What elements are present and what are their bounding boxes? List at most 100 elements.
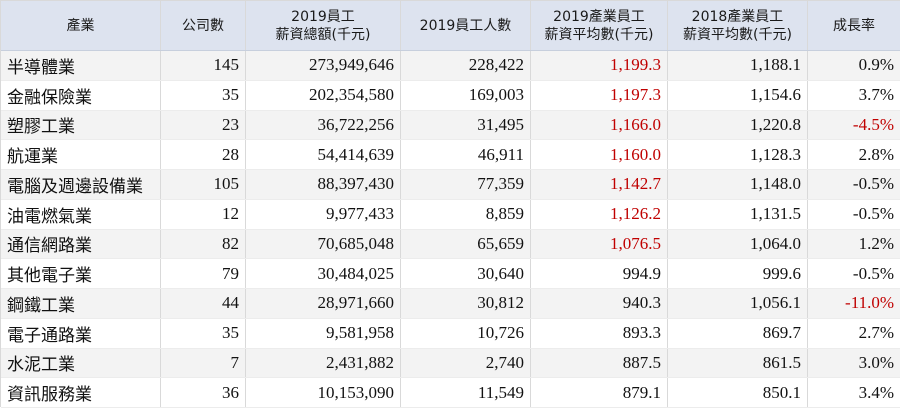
cell-avg-2019: 1,126.2 (531, 199, 668, 229)
cell-growth: -4.5% (808, 111, 900, 140)
header-avg-2018: 2018產業員工 薪資平均數(千元) (668, 1, 808, 50)
cell-avg-2019: 879.1 (531, 378, 668, 407)
cell-companies: 105 (161, 170, 246, 199)
table-row: 航運業 28 54,414,639 46,911 1,160.0 1,128.3 2.8% (1, 140, 900, 170)
cell-growth: 3.0% (808, 349, 900, 378)
cell-industry: 其他電子業 (1, 259, 161, 288)
cell-companies: 82 (161, 229, 246, 259)
cell-growth: 3.4% (808, 378, 900, 407)
cell-industry: 電子通路業 (1, 318, 161, 348)
cell-avg-2019: 994.9 (531, 259, 668, 288)
cell-total-salary: 30,484,025 (246, 259, 401, 288)
table-row: 塑膠工業 23 36,722,256 31,495 1,166.0 1,220.8 -4.5… (1, 110, 900, 141)
cell-total-salary: 54,414,639 (246, 140, 401, 169)
header-growth: 成長率 (808, 1, 900, 50)
cell-employees: 30,812 (401, 289, 531, 318)
cell-growth: -0.5% (808, 259, 900, 288)
cell-industry: 電腦及週邊設備業 (1, 170, 161, 199)
table-row: 半導體業 145 273,949,646 228,422 1,199.3 1,188.1 0… (1, 51, 900, 81)
cell-avg-2018: 1,064.0 (668, 229, 808, 259)
table-row: 電腦及週邊設備業 105 88,397,430 77,359 1,142.7 1,148.… (1, 170, 900, 200)
cell-employees: 2,740 (401, 348, 531, 378)
cell-total-salary: 28,971,660 (246, 289, 401, 318)
table-body: 半導體業 145 273,949,646 228,422 1,199.3 1,188.1 0… (1, 51, 900, 408)
table-row: 油電燃氣業 12 9,977,433 8,859 1,126.2 1,131.5 -0.5% (1, 199, 900, 230)
cell-avg-2018: 1,128.3 (668, 140, 808, 169)
cell-industry: 金融保險業 (1, 80, 161, 110)
header-companies: 公司數 (161, 1, 246, 50)
cell-industry: 半導體業 (1, 51, 161, 80)
cell-growth: 2.8% (808, 140, 900, 169)
cell-total-salary: 9,581,958 (246, 318, 401, 348)
cell-avg-2018: 1,148.0 (668, 170, 808, 199)
cell-avg-2019: 1,166.0 (531, 110, 668, 140)
cell-avg-2018: 869.7 (668, 318, 808, 348)
cell-industry: 油電燃氣業 (1, 199, 161, 229)
cell-total-salary: 70,685,048 (246, 229, 401, 259)
cell-avg-2019: 1,197.3 (531, 80, 668, 110)
cell-companies: 35 (161, 318, 246, 348)
cell-total-salary: 9,977,433 (246, 199, 401, 229)
table-row: 鋼鐵工業 44 28,971,660 30,812 940.3 1,056.1 -11.0% (1, 289, 900, 319)
cell-employees: 65,659 (401, 229, 531, 259)
cell-total-salary: 273,949,646 (246, 51, 401, 80)
header-avg-2018-line1: 2018產業員工 (691, 8, 784, 25)
header-industry: 產業 (1, 1, 161, 50)
cell-employees: 169,003 (401, 80, 531, 110)
cell-avg-2018: 1,154.6 (668, 80, 808, 110)
header-total-salary: 2019員工 薪資總額(千元) (246, 1, 401, 50)
cell-avg-2018: 1,056.1 (668, 289, 808, 318)
header-growth-label: 成長率 (833, 17, 875, 34)
cell-employees: 11,549 (401, 378, 531, 407)
cell-avg-2019: 1,142.7 (531, 170, 668, 199)
cell-companies: 12 (161, 199, 246, 229)
cell-growth: 2.7% (808, 319, 900, 348)
header-employees-label: 2019員工人數 (419, 17, 512, 34)
cell-growth: 1.2% (808, 230, 900, 259)
cell-employees: 8,859 (401, 199, 531, 229)
cell-growth: -0.5% (808, 170, 900, 199)
header-avg-2019-line1: 2019產業員工 (553, 8, 645, 25)
cell-avg-2018: 850.1 (668, 378, 808, 407)
cell-total-salary: 36,722,256 (246, 110, 401, 140)
cell-total-salary: 88,397,430 (246, 170, 401, 199)
header-avg-2019: 2019產業員工 薪資平均數(千元) (531, 1, 668, 50)
cell-total-salary: 202,354,580 (246, 80, 401, 110)
table-row: 電子通路業 35 9,581,958 10,726 893.3 869.7 2.7% (1, 318, 900, 349)
cell-companies: 79 (161, 259, 246, 288)
cell-avg-2018: 1,131.5 (668, 199, 808, 229)
cell-employees: 46,911 (401, 140, 531, 169)
cell-employees: 228,422 (401, 51, 531, 80)
cell-industry: 航運業 (1, 140, 161, 169)
cell-employees: 30,640 (401, 259, 531, 288)
cell-avg-2019: 887.5 (531, 348, 668, 378)
cell-avg-2018: 861.5 (668, 348, 808, 378)
header-avg-2019-line2: 薪資平均數(千元) (544, 26, 654, 43)
cell-companies: 145 (161, 51, 246, 80)
cell-avg-2018: 1,188.1 (668, 51, 808, 80)
table-row: 水泥工業 7 2,431,882 2,740 887.5 861.5 3.0% (1, 348, 900, 379)
cell-industry: 通信網路業 (1, 229, 161, 259)
table-row: 通信網路業 82 70,685,048 65,659 1,076.5 1,064.0 1.2… (1, 229, 900, 260)
cell-employees: 77,359 (401, 170, 531, 199)
cell-companies: 44 (161, 289, 246, 318)
cell-growth: 0.9% (808, 51, 900, 80)
cell-companies: 35 (161, 80, 246, 110)
header-total-salary-line2: 薪資總額(千元) (275, 26, 371, 43)
cell-employees: 31,495 (401, 110, 531, 140)
cell-companies: 7 (161, 348, 246, 378)
table-row: 資訊服務業 36 10,153,090 11,549 879.1 850.1 3.4% (1, 378, 900, 408)
cell-companies: 36 (161, 378, 246, 407)
cell-growth: -0.5% (808, 200, 900, 229)
cell-total-salary: 10,153,090 (246, 378, 401, 407)
header-companies-label: 公司數 (182, 17, 224, 34)
cell-avg-2019: 1,160.0 (531, 140, 668, 169)
header-employees: 2019員工人數 (401, 1, 531, 50)
table-row: 金融保險業 35 202,354,580 169,003 1,197.3 1,154.6 3… (1, 80, 900, 111)
header-total-salary-line1: 2019員工 (291, 8, 355, 25)
table-header: 產業 公司數 2019員工 薪資總額(千元) 2019員工人數 2019產業員工… (1, 1, 900, 51)
cell-avg-2019: 940.3 (531, 289, 668, 318)
cell-companies: 23 (161, 110, 246, 140)
header-industry-label: 產業 (66, 17, 95, 34)
cell-industry: 鋼鐵工業 (1, 289, 161, 318)
